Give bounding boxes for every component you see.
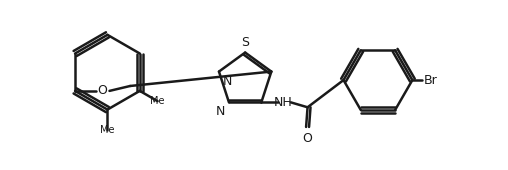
Text: Br: Br (424, 74, 438, 87)
Text: O: O (303, 132, 312, 145)
Text: NH: NH (274, 96, 292, 109)
Text: N: N (216, 105, 225, 118)
Text: Me: Me (150, 96, 165, 106)
Text: S: S (241, 36, 249, 49)
Text: Me: Me (100, 125, 115, 135)
Text: N: N (223, 74, 232, 88)
Text: O: O (98, 84, 108, 97)
